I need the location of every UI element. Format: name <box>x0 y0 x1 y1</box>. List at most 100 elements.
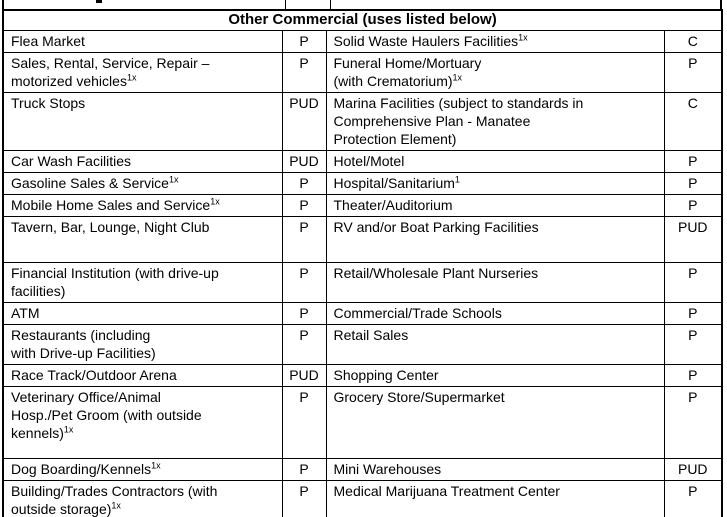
use-cell-left: Gasoline Sales & Service1x <box>2 172 283 195</box>
use-cell-left: Building/Trades Contractors (with outsid… <box>2 480 283 517</box>
code-cell-left: P <box>281 480 327 517</box>
code-cell-left: P <box>281 324 327 365</box>
code-cell-right: P <box>663 386 723 459</box>
use-cell-left: Tavern, Bar, Lounge, Night Club <box>2 216 283 263</box>
table-row: Building/Trades Contractors (with outsid… <box>2 480 723 517</box>
use-cell-right: Theater/Auditorium <box>325 194 665 217</box>
table-row: Truck Stops PUD Marina Facilities (subje… <box>2 92 723 151</box>
use-cell-left: Car Wash Facilities <box>2 150 283 173</box>
table-row: ATM P Commercial/Trade Schools P <box>2 302 723 325</box>
table-row: Car Wash Facilities PUD Hotel/Motel P <box>2 150 723 173</box>
table-row: Restaurants (including with Drive-up Fac… <box>2 324 723 365</box>
table-row: Tavern, Bar, Lounge, Night Club P RV and… <box>2 216 723 263</box>
code-cell-left: PUD <box>281 92 327 151</box>
code-cell-left: P <box>281 458 327 481</box>
table-row: Mobile Home Sales and Service1x P Theate… <box>2 194 723 217</box>
use-cell-left: Dog Boarding/Kennels1x <box>2 458 283 481</box>
use-cell-left: ATM <box>2 302 283 325</box>
footnote-superscript: 1x <box>126 72 137 83</box>
use-cell-right: Commercial/Trade Schools <box>325 302 665 325</box>
code-cell-right: C <box>663 30 723 53</box>
code-cell-left: P <box>281 302 327 325</box>
code-cell-right: P <box>663 52 723 93</box>
code-cell-left: P <box>281 30 327 53</box>
use-name: Theater/Auditorium <box>333 197 453 213</box>
code-cell-right: P <box>663 364 723 387</box>
use-name: Flea Market <box>11 33 85 49</box>
code-cell-right: P <box>663 262 723 303</box>
use-name: Solid Waste Haulers Facilities <box>333 33 519 49</box>
use-name: Funeral Home/Mortuary (with Crematorium) <box>333 55 482 89</box>
code-cell-right: P <box>663 172 723 195</box>
use-cell-right: Hospital/Sanitarium1 <box>325 172 665 195</box>
column-divider-line <box>330 0 331 9</box>
code-cell-right: PUD <box>663 216 723 263</box>
code-cell-right: PUD <box>663 458 723 481</box>
footnote-superscript: 1x <box>168 174 179 185</box>
table-row: Gasoline Sales & Service1x P Hospital/Sa… <box>2 172 723 195</box>
use-name: Shopping Center <box>333 367 439 383</box>
use-name: Restaurants (including with Drive-up Fac… <box>11 327 156 361</box>
footnote-superscript: 1 <box>454 174 460 185</box>
use-cell-right: Solid Waste Haulers Facilities1x <box>325 30 665 53</box>
use-cell-right: Funeral Home/Mortuary (with Crematorium)… <box>325 52 665 93</box>
use-name: Grocery Store/Supermarket <box>333 389 505 405</box>
use-cell-right: Grocery Store/Supermarket <box>325 386 665 459</box>
footnote-superscript: 1x <box>151 460 161 471</box>
code-cell-right: P <box>663 150 723 173</box>
use-name: Dog Boarding/Kennels <box>11 461 152 477</box>
use-name: Building/Trades Contractors (with outsid… <box>11 483 218 517</box>
use-name: RV and/or Boat Parking Facilities <box>333 219 539 235</box>
use-name: Mobile Home Sales and Service <box>11 197 211 213</box>
use-name: Marina Facilities (subject to standards … <box>333 95 584 147</box>
use-cell-right: Retail Sales <box>325 324 665 365</box>
table-header-row: Other Commercial (uses listed below) <box>2 9 723 31</box>
use-cell-left: Restaurants (including with Drive-up Fac… <box>2 324 283 365</box>
use-cell-left: Flea Market <box>2 30 283 53</box>
use-name: Hotel/Motel <box>333 153 405 169</box>
footnote-superscript: 1x <box>518 32 528 43</box>
table-title: Other Commercial (uses listed below) <box>2 9 723 31</box>
code-cell-left: P <box>281 216 327 263</box>
table-row: Financial Institution (with drive-up fac… <box>2 262 723 303</box>
table-row: Veterinary Office/Animal Hosp./Pet Groom… <box>2 386 723 459</box>
use-name: Car Wash Facilities <box>11 153 132 169</box>
code-cell-left: P <box>281 194 327 217</box>
use-name: Retail Sales <box>333 327 409 343</box>
footnote-superscript: 1x <box>210 196 220 207</box>
use-name: Truck Stops <box>11 95 86 111</box>
use-name: Commercial/Trade Schools <box>333 305 502 321</box>
use-name: Tavern, Bar, Lounge, Night Club <box>11 219 210 235</box>
code-cell-right: P <box>663 194 723 217</box>
use-name: Mini Warehouses <box>333 461 442 477</box>
use-cell-right: Medical Marijuana Treatment Center <box>325 480 665 517</box>
use-name: ATM <box>11 305 40 321</box>
other-commercial-uses-table: Other Commercial (uses listed below) Fle… <box>2 9 724 517</box>
footnote-superscript: 1x <box>111 500 121 511</box>
use-cell-right: Retail/Wholesale Plant Nurseries <box>325 262 665 303</box>
use-cell-left: Truck Stops <box>2 92 283 151</box>
use-name: Hospital/Sanitarium <box>333 175 455 191</box>
code-cell-left: P <box>281 262 327 303</box>
use-name: Veterinary Office/Animal Hosp./Pet Groom… <box>11 389 202 441</box>
table-row: Sales, Rental, Service, Repair – motoriz… <box>2 52 723 93</box>
use-cell-left: Financial Institution (with drive-up fac… <box>2 262 283 303</box>
table-row: Race Track/Outdoor Arena PUD Shopping Ce… <box>2 364 723 387</box>
use-name: Retail/Wholesale Plant Nurseries <box>333 265 539 281</box>
use-cell-right: RV and/or Boat Parking Facilities <box>325 216 665 263</box>
use-name: Sales, Rental, Service, Repair – motoriz… <box>11 55 210 89</box>
use-cell-left: Sales, Rental, Service, Repair – motoriz… <box>2 52 283 93</box>
footnote-superscript: 1x <box>63 424 74 435</box>
use-name: Medical Marijuana Treatment Center <box>333 483 560 499</box>
cropped-text-remnant <box>96 0 102 3</box>
use-cell-right: Mini Warehouses <box>325 458 665 481</box>
footnote-superscript: 1x <box>452 72 463 83</box>
code-cell-left: P <box>281 172 327 195</box>
code-cell-left: P <box>281 52 327 93</box>
use-cell-left: Race Track/Outdoor Arena <box>2 364 283 387</box>
use-name: Race Track/Outdoor Arena <box>11 367 177 383</box>
use-cell-right: Marina Facilities (subject to standards … <box>325 92 665 151</box>
code-cell-right: C <box>663 92 723 151</box>
code-cell-right: P <box>663 480 723 517</box>
